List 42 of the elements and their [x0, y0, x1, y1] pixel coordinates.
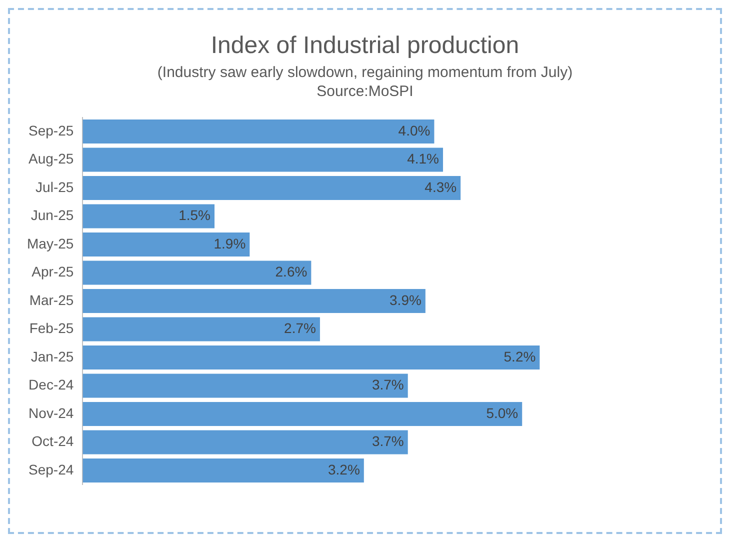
y-tick-label: Apr-25: [32, 264, 74, 280]
source-note: Source:MoSPI: [316, 83, 414, 100]
y-tick-label: Feb-25: [29, 320, 74, 336]
data-label: 4.3%: [424, 178, 457, 195]
data-label: 4.1%: [407, 150, 440, 167]
bar: [82, 232, 250, 257]
y-tick-label: Jul-25: [36, 178, 74, 195]
bar: [82, 402, 522, 426]
chart-title: Index of Industrial production: [210, 32, 520, 60]
y-tick-label: Oct-24: [32, 433, 74, 450]
chart-subtitle: (Industry saw early slowdown, regaining momentum from July): [156, 64, 574, 81]
y-tick-label: Jun-25: [30, 207, 74, 224]
data-label: 3.7%: [372, 376, 404, 393]
data-label: 4.0%: [398, 122, 430, 138]
bar: [82, 317, 320, 342]
data-label: 3.7%: [372, 433, 404, 450]
data-label: 1.5%: [178, 207, 211, 224]
y-tick-label: Mar-25: [29, 292, 74, 308]
y-tick-label: Sep-25: [28, 122, 74, 138]
data-label: 5.0%: [486, 404, 518, 421]
y-tick-label: Dec-24: [28, 376, 74, 393]
bar: [82, 345, 540, 370]
data-label: 3.9%: [390, 292, 422, 308]
y-tick-label: Sep-24: [28, 461, 74, 478]
y-tick-label: May-25: [26, 235, 74, 252]
y-tick-label: Aug-25: [28, 150, 74, 167]
data-label: 2.7%: [284, 320, 316, 336]
data-label: 5.2%: [504, 348, 536, 364]
bar: [82, 176, 461, 200]
bar: [82, 148, 444, 172]
bar: [82, 430, 408, 454]
bar: [82, 374, 408, 398]
y-tick-label: Jan-25: [30, 348, 74, 364]
data-label: 1.9%: [214, 235, 246, 252]
data-label: 3.2%: [328, 461, 360, 478]
bar: [82, 120, 434, 144]
bar: [82, 288, 426, 314]
bar: [82, 458, 364, 482]
y-tick-label: Nov-24: [28, 404, 74, 421]
bar: [82, 204, 215, 228]
data-label: 2.6%: [275, 264, 308, 280]
bar: [82, 260, 312, 285]
